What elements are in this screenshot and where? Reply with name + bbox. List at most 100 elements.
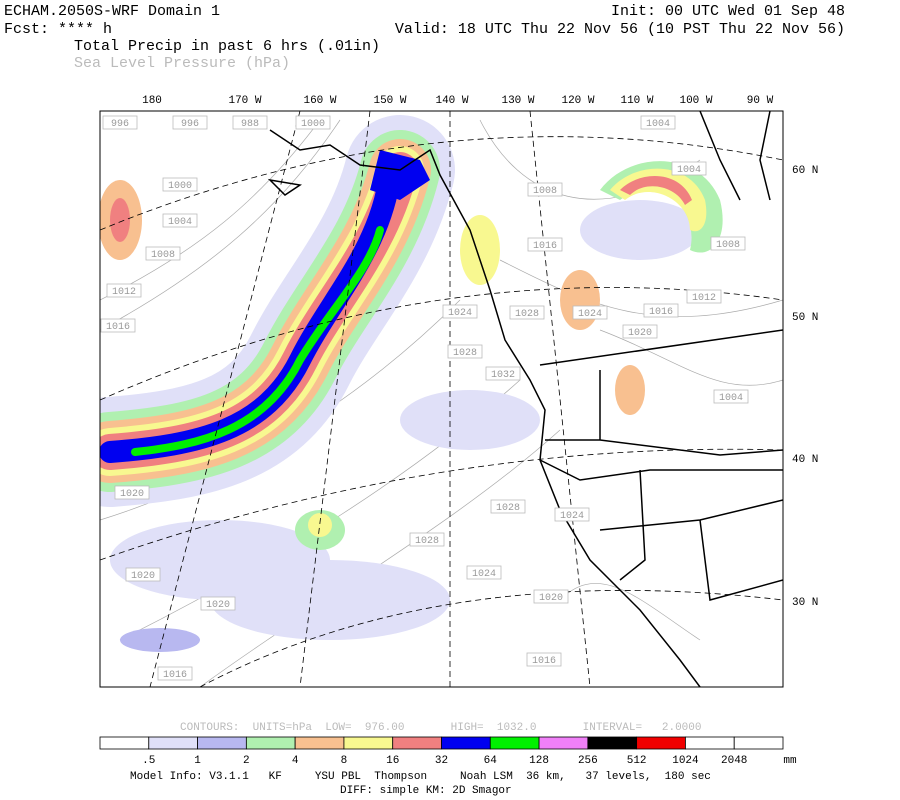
lon-label: 140 W [435,95,468,107]
isobar-label: 1004 [646,119,670,130]
isobar-label: 1004 [168,217,192,228]
isobar-label: 1024 [560,511,584,522]
colorbar-label: 8 [341,755,348,767]
isobar-label-box [671,161,707,176]
forecast-hour: Fcst: **** h [4,21,112,38]
colorbar-swatch [294,736,345,750]
colorbar-label: .5 [142,755,155,767]
colorbar-swatch [148,736,198,750]
colorbar-swatch [636,736,686,750]
colorbar-swatch [245,736,296,750]
lat-label: 60 N [792,165,818,177]
isobar-label: 1012 [692,293,716,304]
isobar-label: 1020 [539,593,563,604]
colorbar-swatch [392,736,442,750]
isobar-label: 1016 [532,656,556,667]
isobar-label: 1008 [716,240,740,251]
isobar-label-box [622,324,658,339]
isobar-label-box [466,565,502,580]
lon-label: 180 [142,95,162,107]
isobar-label-box [200,596,236,611]
isobar-label: 996 [111,119,129,130]
isobar-label: 1016 [106,322,130,333]
colorbar-swatch [685,736,735,750]
lon-label: 100 W [679,95,712,107]
isobar-label: 1028 [515,309,539,320]
coastlines [267,111,783,687]
colorbar-swatch [99,736,150,750]
precip [100,115,723,652]
lat-label: 30 N [792,597,818,609]
colorbar-swatch [538,736,589,750]
colorbar-swatch [343,736,394,750]
isobar-label-box [162,213,198,228]
colorbar-label: 256 [578,755,598,767]
isobar-label: 1020 [120,489,144,500]
colorbar-swatch [197,736,247,750]
lon-label: 160 W [303,95,336,107]
isobar-label-box [162,177,198,192]
isobar-label-box [686,289,722,304]
isobar-label: 1020 [206,600,230,611]
isobar-label: 1016 [163,670,187,681]
isobar-label-box [485,366,521,381]
isobar-label: 1024 [472,569,496,580]
isobar-label-box [447,344,483,359]
isobar-label-box [295,115,331,130]
isobar-label-box [509,305,545,320]
isobar-label: 1008 [533,186,557,197]
model-info: Model Info: V3.1.1 KF YSU PBL Thompson N… [130,771,711,783]
colorbar-swatch [587,736,638,750]
isobar-label: 1000 [301,119,325,130]
isobar-label-box [554,507,590,522]
lon-label: 90 W [747,95,774,107]
colorbar-label: 512 [627,755,647,767]
isobar-label: 1028 [453,348,477,359]
isobar-label-box [172,115,208,130]
lat-label: 50 N [792,312,818,324]
colorbar-label: 128 [529,755,549,767]
isobar-label-box [442,304,478,319]
isobar-label-box [643,303,679,318]
isobar-label: 1000 [168,181,192,192]
isobar-label-box [526,652,562,667]
isobar-label: 1016 [533,241,557,252]
isobar-label-box [572,305,608,320]
contour-info: CONTOURS: UNITS=hPa LOW= 976.00 HIGH= 10… [180,722,702,734]
isobar-label-box [100,318,136,333]
isobar-label: 1008 [151,250,175,261]
lon-label: 110 W [620,95,653,107]
isobar-label-box [490,499,526,514]
isobar-label-box [114,485,150,500]
lon-label: 170 W [228,95,261,107]
graticule [100,111,783,687]
colorbar-swatch [441,736,491,750]
isobar-label: 1016 [649,307,673,318]
isobar-label: 1004 [719,393,743,404]
isobar-label-box [125,567,161,582]
isobar-label-box [640,115,676,130]
isobar-label-box [713,389,749,404]
isobar-label: 1004 [677,165,701,176]
colorbar-label: 2048 [721,755,747,767]
isobar-label-box [710,236,746,251]
isobar-label: 1024 [578,309,602,320]
colorbar-swatch [489,736,540,750]
lon-label: 130 W [501,95,534,107]
isobar-label-box [157,666,193,681]
isobar-label: 1028 [415,536,439,547]
isobar-label: 1020 [131,571,155,582]
isobar-label: 1012 [112,287,136,298]
lon-label: 120 W [561,95,594,107]
field-precip: Total Precip in past 6 hrs (.01in) [74,38,380,55]
colorbar-label: 1024 [672,755,699,767]
valid-time: Valid: 18 UTC Thu 22 Nov 56 (10 PST Thu … [395,21,845,38]
isobar-label-box [527,182,563,197]
isobar-label: 996 [181,119,199,130]
isobar-label-box [145,246,181,261]
isobar-label-box [106,283,142,298]
colorbar-label: 4 [292,755,299,767]
init-time: Init: 00 UTC Wed 01 Sep 48 [611,3,845,20]
isobar-label: 988 [241,119,259,130]
